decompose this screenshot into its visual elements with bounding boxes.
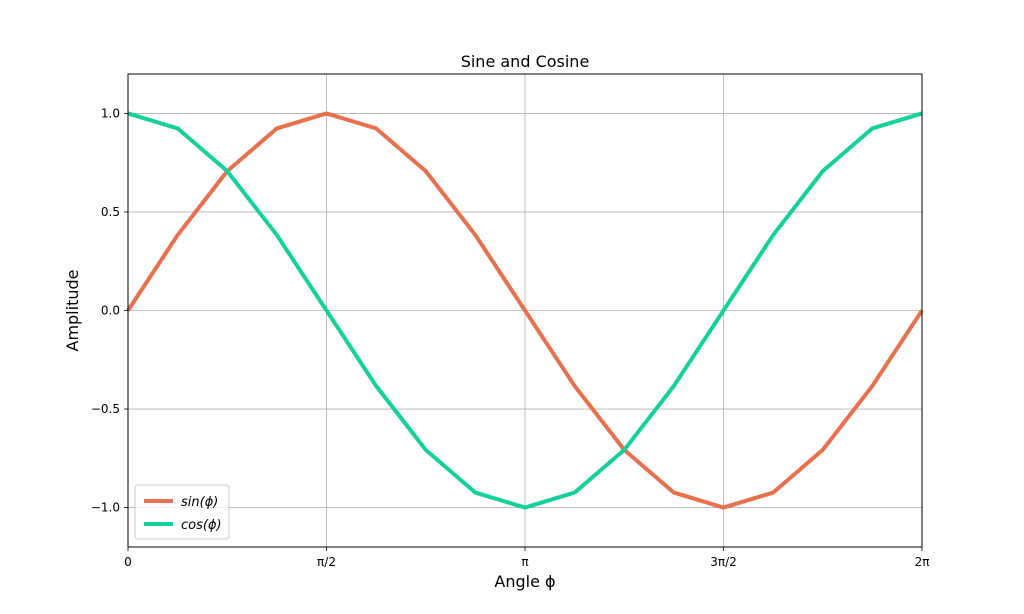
y-tick-label-1: 0.5 <box>101 205 120 219</box>
series-line-0 <box>126 111 924 510</box>
x-tick-label-0: 0 <box>124 555 132 569</box>
axis-ticks: 0 π/2 π 3π/2 2π 1.0 0.5 0.0 −0.5 −1.0 <box>91 106 930 569</box>
legend: sin(ϕ) cos(ϕ) <box>134 484 230 540</box>
legend-label-1: cos(ϕ) <box>181 518 222 533</box>
series-lines <box>126 111 924 510</box>
x-tick-label-3: 3π/2 <box>710 555 737 569</box>
y-tick-label-4: −1.0 <box>91 501 120 515</box>
x-tick-label-4: 2π <box>915 555 930 569</box>
y-tick-label-3: −0.5 <box>91 402 120 416</box>
y-axis-label: Amplitude <box>63 270 82 352</box>
series-line-1 <box>127 111 923 510</box>
y-tick-label-2: 0.0 <box>101 304 120 318</box>
x-axis-label: Angle ϕ <box>494 572 555 591</box>
x-tick-label-1: π/2 <box>317 555 336 569</box>
legend-label-0: sin(ϕ) <box>181 495 218 510</box>
chart-title: Sine and Cosine <box>461 52 590 71</box>
x-tick-label-2: π <box>521 555 528 569</box>
y-tick-label-0: 1.0 <box>101 106 120 120</box>
